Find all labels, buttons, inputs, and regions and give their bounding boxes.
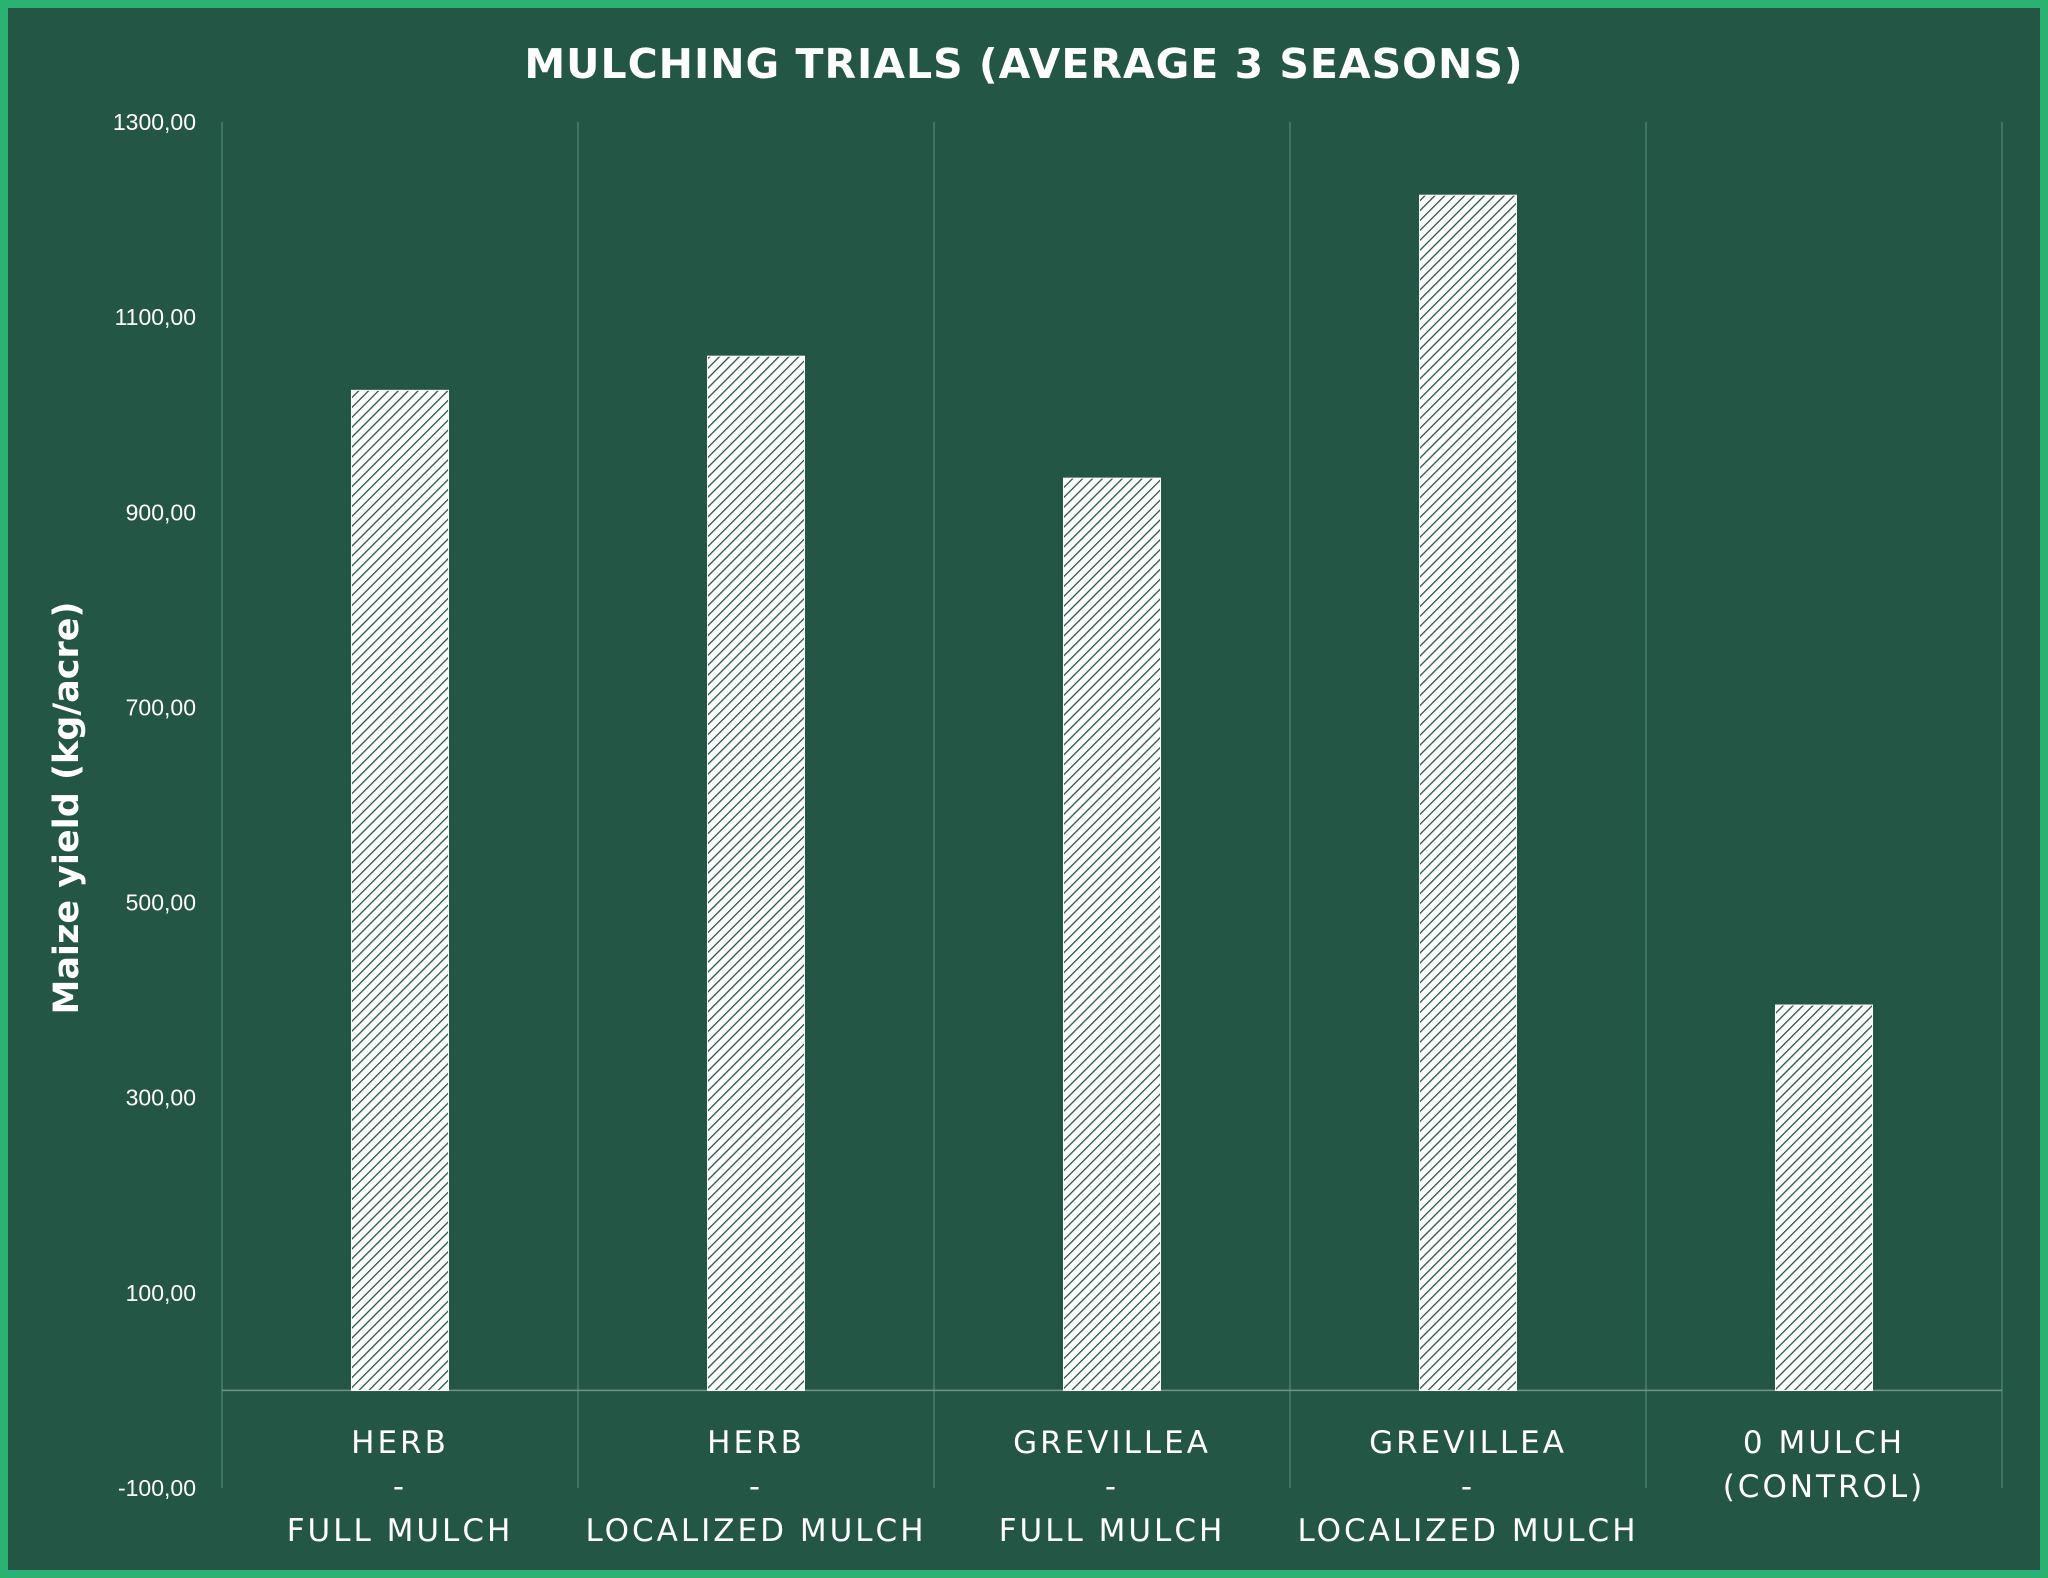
- bar: [1063, 477, 1161, 1391]
- x-tick-label: -: [1461, 1469, 1475, 1505]
- y-tick-label: 1100,00: [115, 304, 196, 330]
- y-axis-ticks: -100,00 100,00 300,00 500,00 700,00 900,00 110…: [113, 109, 196, 1501]
- x-tick-label: 0 MULCH: [1743, 1425, 1905, 1461]
- x-tick-label: FULL MULCH: [999, 1513, 1226, 1549]
- y-tick-label: 100,00: [126, 1280, 196, 1306]
- x-tick-label: -: [749, 1469, 763, 1505]
- x-tick-label: LOCALIZED MULCH: [1297, 1513, 1638, 1549]
- y-axis-label: Maize yield (kg/acre): [47, 602, 87, 1015]
- x-tick-label: HERB: [351, 1425, 449, 1461]
- x-tick-label: GREVILLEA: [1013, 1425, 1211, 1461]
- bar: [351, 389, 449, 1391]
- y-tick-label: 900,00: [126, 499, 196, 525]
- bar: [1775, 1004, 1873, 1391]
- bars: [351, 194, 1873, 1391]
- x-tick-label: LOCALIZED MULCH: [585, 1513, 926, 1549]
- bar: [707, 355, 805, 1391]
- y-tick-label: 1300,00: [113, 109, 196, 135]
- x-axis-labels: HERB - FULL MULCH HERB - LOCALIZED MULCH GREVI…: [287, 1425, 1926, 1549]
- y-tick-label: 300,00: [126, 1085, 196, 1111]
- x-tick-label: -: [1105, 1469, 1119, 1505]
- y-tick-label: 700,00: [126, 694, 196, 720]
- chart-title: MULCHING TRIALS (AVERAGE 3 SEASONS): [524, 40, 1523, 88]
- chart-frame: MULCHING TRIALS (AVERAGE 3 SEASONS) Maiz…: [8, 8, 2040, 1570]
- x-tick-label: (CONTROL): [1723, 1469, 1926, 1505]
- bar: [1419, 194, 1517, 1391]
- y-tick-label: -100,00: [118, 1475, 196, 1501]
- x-tick-label: GREVILLEA: [1369, 1425, 1567, 1461]
- bar-chart: MULCHING TRIALS (AVERAGE 3 SEASONS) Maiz…: [47, 40, 2003, 1549]
- y-tick-label: 500,00: [126, 890, 196, 916]
- x-tick-label: HERB: [707, 1425, 805, 1461]
- x-tick-label: -: [393, 1469, 407, 1505]
- x-tick-label: FULL MULCH: [287, 1513, 514, 1549]
